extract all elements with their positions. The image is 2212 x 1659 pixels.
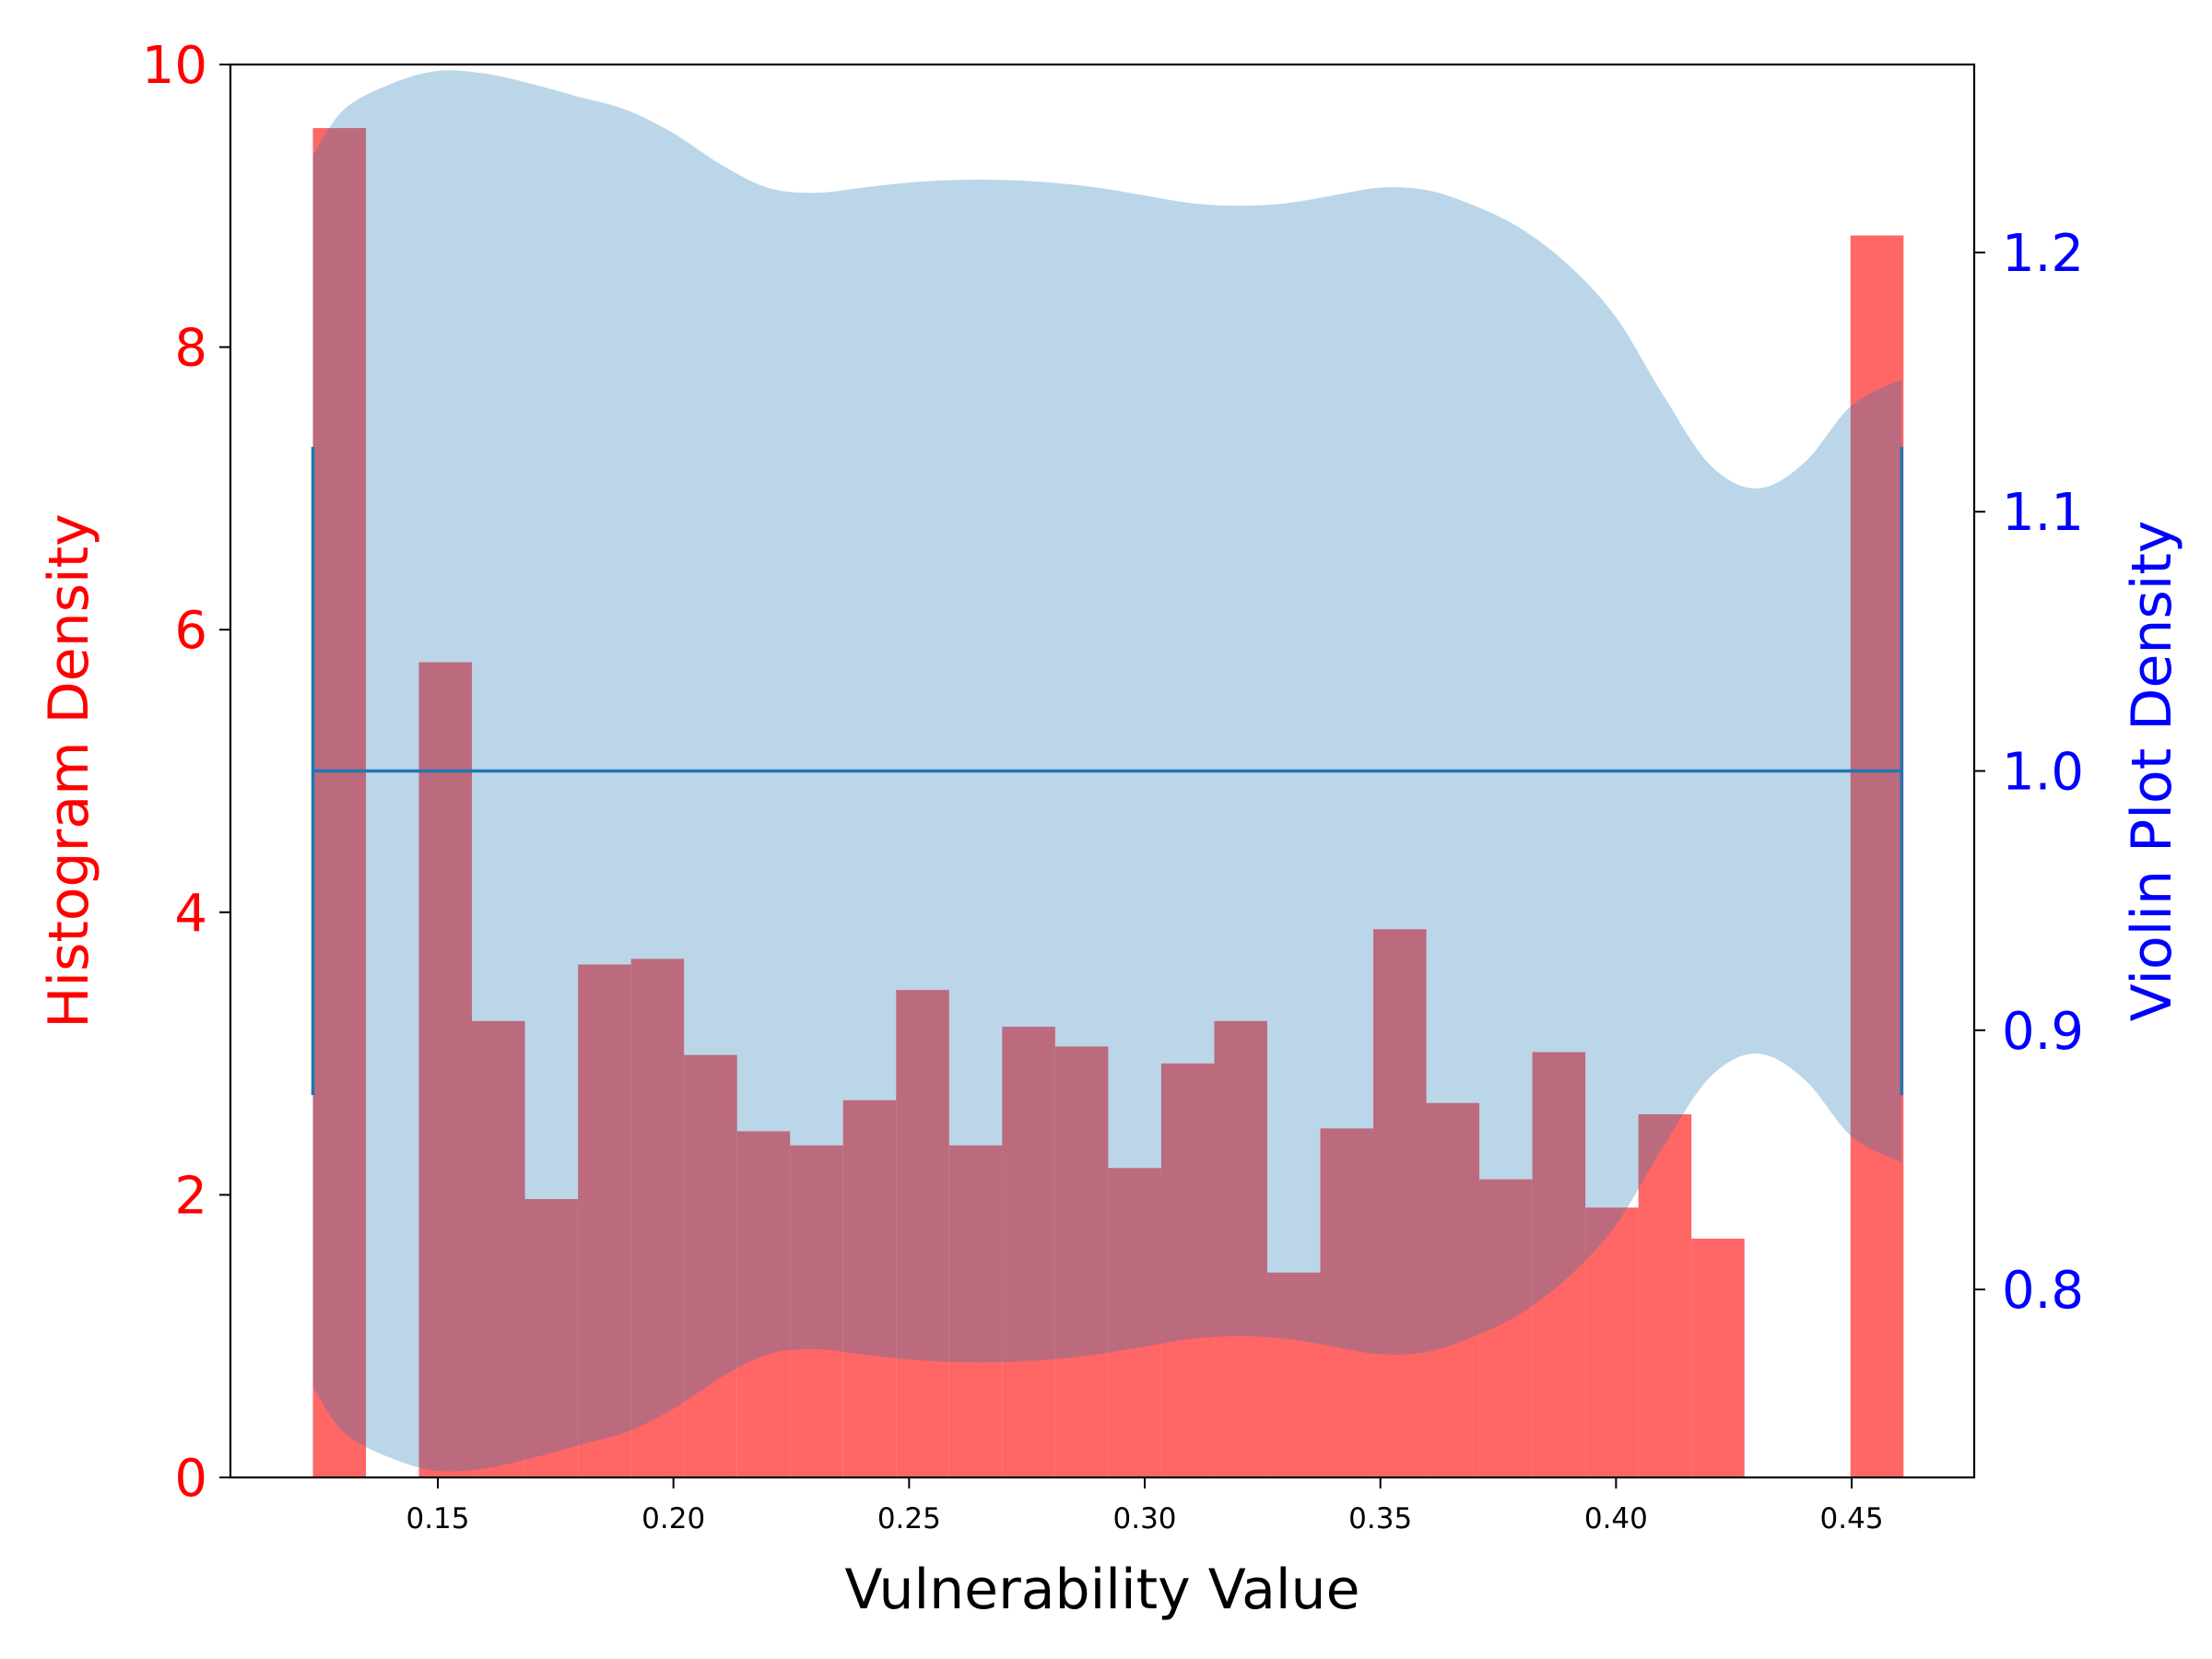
y-left-tick-label: 4 <box>174 884 207 944</box>
histogram-bar <box>842 1100 897 1477</box>
histogram-bar <box>312 127 367 1478</box>
y-left-tick-label: 6 <box>174 601 207 661</box>
histogram-bar <box>1054 1046 1109 1477</box>
y-left-tick-label: 8 <box>174 319 207 379</box>
histogram-bar <box>948 1145 1003 1477</box>
histogram-bar <box>418 662 473 1477</box>
histogram-bar <box>896 990 949 1477</box>
histogram-bar <box>630 959 685 1477</box>
x-tick-label: 0.40 <box>1584 1502 1648 1535</box>
y-right-axis-ticks: 0.8 0.9 1.0 1.1 1.2 <box>1974 224 2084 1321</box>
histogram-bar <box>1002 1026 1055 1477</box>
x-tick-label: 0.45 <box>1820 1502 1884 1535</box>
histogram-bar <box>684 1054 737 1477</box>
histogram-bar <box>472 1020 525 1477</box>
range-line <box>311 446 1904 1096</box>
histogram-bar <box>1691 1238 1745 1477</box>
histogram-bar <box>578 964 631 1477</box>
histogram-bar <box>1108 1168 1161 1477</box>
histogram-bar <box>736 1131 791 1477</box>
histogram-bars <box>312 127 1904 1478</box>
y-left-tick-label: 10 <box>142 36 207 96</box>
x-axis-ticks: 0.15 0.20 0.25 0.30 0.35 0.40 0.45 <box>406 1477 1884 1535</box>
histogram-bar <box>1160 1063 1215 1477</box>
x-tick-label: 0.20 <box>641 1502 705 1535</box>
x-tick-label: 0.25 <box>877 1502 941 1535</box>
x-tick-label: 0.15 <box>406 1502 469 1535</box>
y-right-axis-label: Violin Plot Density <box>2120 521 2184 1022</box>
histogram-bar <box>1532 1052 1586 1477</box>
histogram-bar <box>1585 1207 1639 1477</box>
histogram-bar <box>1320 1128 1374 1477</box>
histogram-bar <box>1426 1102 1480 1477</box>
x-axis-label: Vulnerability Value <box>844 1558 1359 1622</box>
histogram-bar <box>1638 1114 1692 1477</box>
y-right-tick-label: 1.2 <box>2002 224 2084 284</box>
histogram-bar <box>790 1145 843 1477</box>
y-right-tick-label: 0.8 <box>2002 1261 2084 1321</box>
y-right-tick-label: 1.0 <box>2002 743 2084 803</box>
y-right-tick-label: 0.9 <box>2002 1002 2084 1062</box>
y-right-tick-label: 1.1 <box>2002 483 2084 543</box>
y-left-tick-label: 0 <box>174 1449 207 1509</box>
y-left-axis-label: Histogram Density <box>37 513 101 1028</box>
x-tick-label: 0.35 <box>1348 1502 1412 1535</box>
x-tick-label: 0.30 <box>1113 1502 1177 1535</box>
histogram-bar <box>1266 1272 1321 1477</box>
histogram-bar <box>1850 235 1904 1477</box>
y-left-tick-label: 2 <box>174 1166 207 1226</box>
histogram-bar <box>524 1198 579 1477</box>
histogram-bar <box>1373 929 1427 1477</box>
y-left-axis-ticks: 0 2 4 6 8 10 <box>142 36 230 1509</box>
histogram-bar <box>1214 1020 1267 1477</box>
histogram-bar <box>1479 1179 1533 1477</box>
